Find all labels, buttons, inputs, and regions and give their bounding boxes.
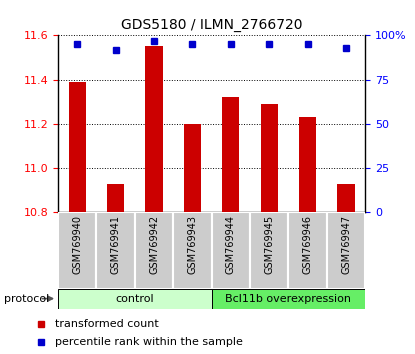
Bar [184,124,201,212]
Bar [68,82,86,212]
Bar [58,289,212,309]
Text: GSM769941: GSM769941 [111,215,121,274]
Bar [212,212,250,289]
Text: transformed count: transformed count [55,319,159,329]
Bar [250,212,288,289]
Text: GSM769943: GSM769943 [188,215,198,274]
Bar [135,212,173,289]
Title: GDS5180 / ILMN_2766720: GDS5180 / ILMN_2766720 [121,18,303,32]
Text: GSM769940: GSM769940 [72,215,82,274]
Text: GSM769942: GSM769942 [149,215,159,274]
Text: GSM769946: GSM769946 [303,215,312,274]
Bar [222,97,239,212]
Bar [337,184,355,212]
Bar [96,212,135,289]
Text: control: control [115,293,154,304]
Bar [58,212,96,289]
Bar [173,212,212,289]
Bar [212,289,365,309]
Bar [261,104,278,212]
Text: Bcl11b overexpression: Bcl11b overexpression [225,293,352,304]
Text: GSM769945: GSM769945 [264,215,274,274]
Text: percentile rank within the sample: percentile rank within the sample [55,337,243,347]
Bar [327,212,365,289]
Text: protocol: protocol [4,293,49,304]
Text: GSM769947: GSM769947 [341,215,351,274]
Bar [288,212,327,289]
Bar [107,184,124,212]
Bar [145,46,163,212]
Bar [299,117,316,212]
Text: GSM769944: GSM769944 [226,215,236,274]
